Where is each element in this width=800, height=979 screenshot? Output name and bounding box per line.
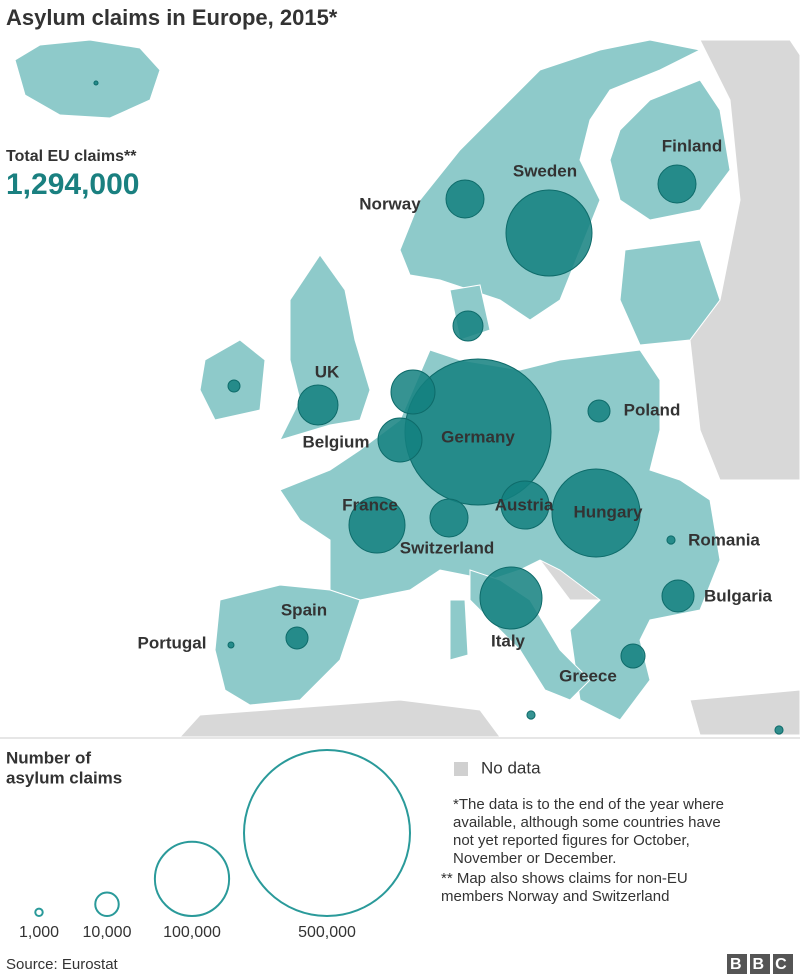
bubble (445, 179, 485, 219)
bubble (297, 384, 339, 426)
legend-circle (243, 749, 411, 917)
note-line: available, although some countries have (453, 814, 721, 831)
iberia (214, 584, 361, 706)
country-label: Italy (491, 631, 526, 650)
sardinia (449, 599, 469, 661)
logo: BBC (727, 954, 798, 974)
turkey (689, 689, 800, 736)
bubble (505, 189, 593, 277)
logo-box (773, 954, 793, 974)
country-label: Austria (495, 495, 554, 514)
note-line: ** Map also shows claims for non-EU (441, 870, 688, 887)
country-label: Spain (281, 600, 327, 619)
bubble (348, 496, 406, 554)
north-africa (178, 699, 501, 738)
country-label: Sweden (513, 161, 577, 180)
total-value: 1,294,000 (6, 168, 139, 201)
country-label: Switzerland (400, 538, 494, 557)
bubble (526, 710, 536, 720)
country-label: Poland (624, 400, 681, 419)
logo-box (750, 954, 770, 974)
bubble (657, 164, 697, 204)
legend-title: Number of (6, 748, 91, 767)
note-line: members Norway and Switzerland (441, 888, 669, 905)
legend-label: 100,000 (163, 924, 221, 941)
bubble (500, 480, 550, 530)
total-label: Total EU claims** (6, 148, 137, 165)
title: Asylum claims in Europe, 2015* (6, 5, 338, 30)
bubble (666, 535, 676, 545)
note-line: November or December. (453, 850, 616, 867)
bubble (227, 379, 241, 393)
country-label: UK (315, 362, 340, 381)
bubble (377, 417, 423, 463)
bubble (587, 399, 611, 423)
legend-label: 500,000 (298, 924, 356, 941)
bubble (227, 641, 235, 649)
iceland (14, 39, 161, 119)
bubble (390, 369, 436, 415)
country-label: Greece (559, 666, 617, 685)
legend-label: 1,000 (19, 924, 59, 941)
country-label: Bulgaria (704, 586, 773, 605)
country-label: Finland (662, 136, 722, 155)
country-label: Portugal (138, 633, 207, 652)
bubble (661, 579, 695, 613)
bubble (285, 626, 309, 650)
legend-circle (34, 907, 44, 918)
bubble (429, 498, 469, 538)
legend-title: asylum claims (6, 768, 122, 787)
country-label: Norway (359, 194, 421, 213)
bubble (452, 310, 484, 342)
note-line: *The data is to the end of the year wher… (453, 796, 724, 813)
legend-label: 10,000 (83, 924, 132, 941)
country-label: Belgium (302, 432, 369, 451)
legend-circle (153, 840, 231, 918)
no-data-label: No data (481, 758, 541, 777)
source: Source: Eurostat (6, 956, 119, 973)
baltics (619, 239, 721, 346)
country-label: Germany (441, 427, 515, 446)
bubble (93, 80, 99, 86)
bubble (551, 468, 641, 558)
no-data-swatch (454, 762, 468, 776)
note-line: not yet reported figures for October, (453, 832, 690, 849)
logo-text: BBC (730, 956, 798, 973)
bubble (620, 643, 646, 669)
country-label: France (342, 495, 398, 514)
legend-circle (94, 891, 120, 917)
finland (609, 79, 731, 221)
country-label: Hungary (574, 502, 644, 521)
country-label: Romania (688, 530, 760, 549)
logo-box (727, 954, 747, 974)
non-eu-east (689, 39, 800, 481)
bubble (774, 725, 784, 735)
bubble (479, 566, 543, 630)
